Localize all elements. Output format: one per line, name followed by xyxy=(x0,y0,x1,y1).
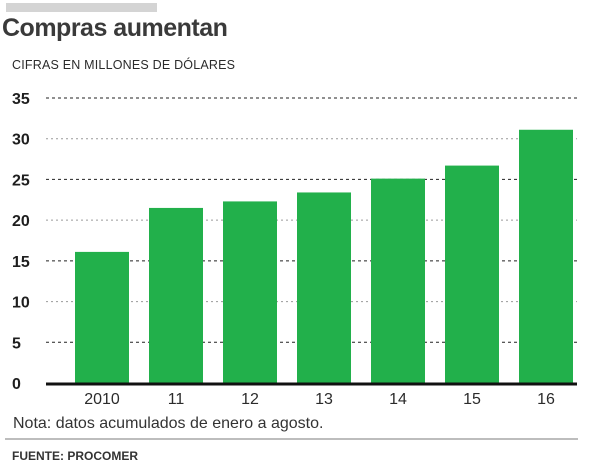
bars xyxy=(75,129,573,383)
x-tick-label: 15 xyxy=(463,391,481,408)
x-axis-ticks: 2010 11 12 13 14 15 16 xyxy=(84,391,555,408)
x-tick-label: 11 xyxy=(168,391,185,408)
chart-source: FUENTE: PROCOMER xyxy=(12,449,138,463)
y-axis-ticks: 0 5 10 15 20 25 30 35 xyxy=(12,91,30,393)
y-tick-label: 0 xyxy=(12,376,21,393)
bar-13 xyxy=(297,192,351,383)
y-tick-label: 30 xyxy=(12,132,30,149)
y-tick-label: 35 xyxy=(12,91,30,108)
bar-12 xyxy=(223,201,277,383)
footer-divider xyxy=(5,438,578,440)
bar-11 xyxy=(149,207,203,383)
x-tick-label: 12 xyxy=(241,391,259,408)
bar-chart: 0 5 10 15 20 25 30 35 2010 11 12 13 14 15 16 xyxy=(12,91,577,408)
y-tick-label: 25 xyxy=(12,172,30,189)
x-tick-label: 14 xyxy=(389,391,407,408)
x-tick-label: 16 xyxy=(537,391,555,408)
y-tick-label: 5 xyxy=(12,335,21,352)
bar-14 xyxy=(371,178,425,383)
y-tick-label: 15 xyxy=(12,254,30,271)
bar-2010 xyxy=(75,251,129,383)
chart-title: Compras aumentan xyxy=(2,14,228,42)
y-tick-label: 10 xyxy=(12,295,30,312)
y-tick-label: 20 xyxy=(12,213,30,230)
chart-note: Nota: datos acumulados de enero a agosto… xyxy=(13,415,324,432)
header-accent-bar xyxy=(6,3,157,12)
chart-units-label: CIFRAS EN MILLONES DE DÓLARES xyxy=(12,58,236,72)
bar-15 xyxy=(445,165,499,383)
x-tick-label: 13 xyxy=(315,391,333,408)
x-tick-label: 2010 xyxy=(84,391,120,408)
bar-16 xyxy=(519,129,573,383)
